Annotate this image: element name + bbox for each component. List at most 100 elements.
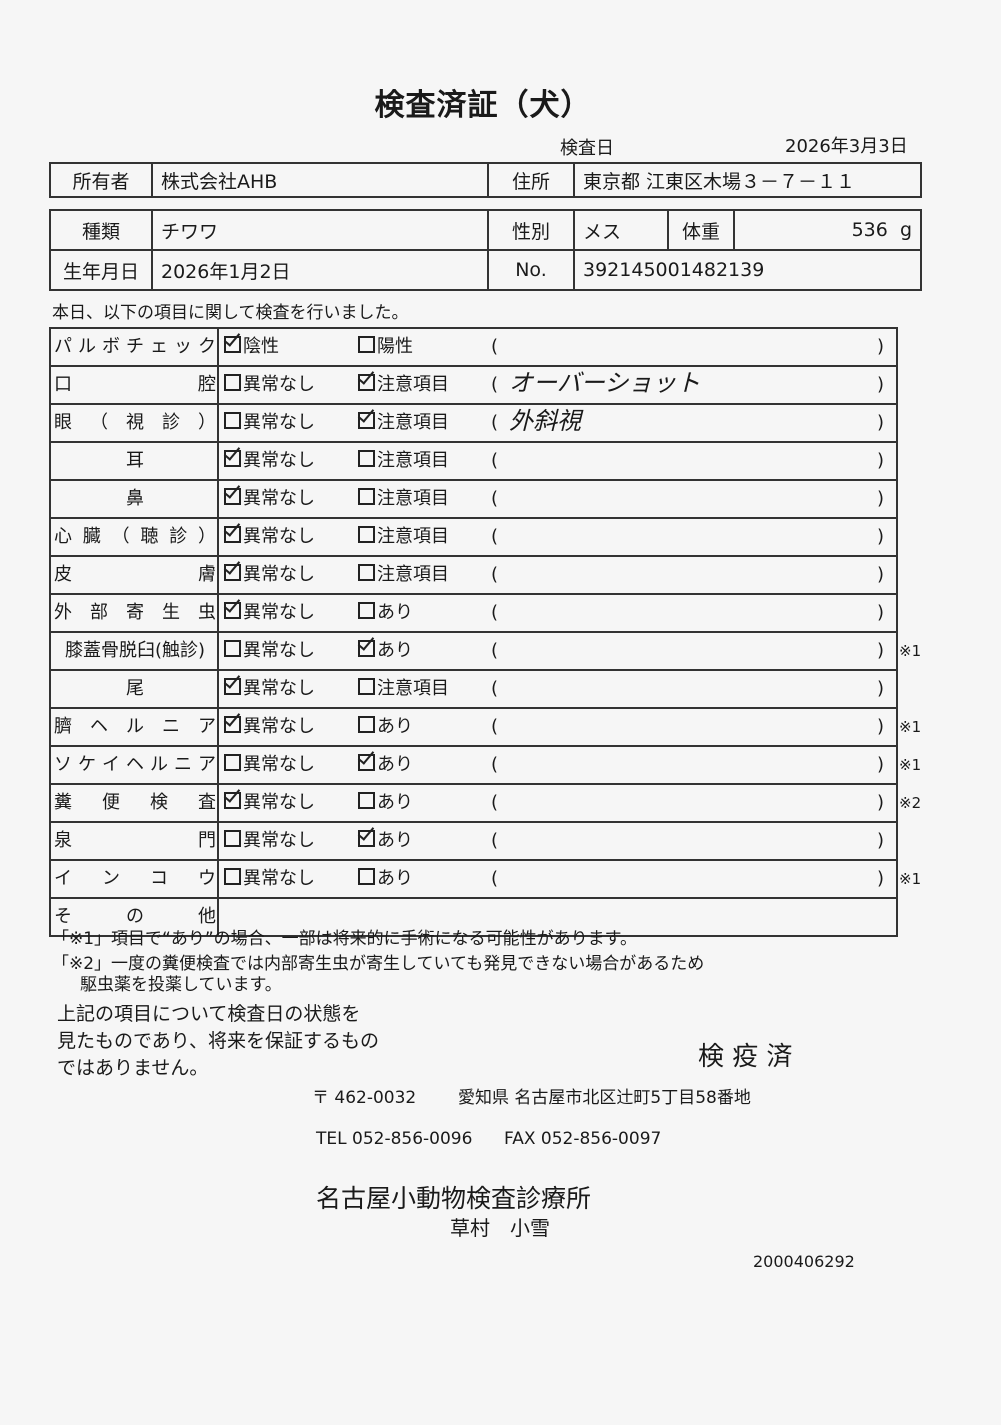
option-label: 異常なし bbox=[243, 678, 315, 699]
option-normal[interactable]: 異常なし bbox=[224, 709, 315, 745]
option-finding[interactable]: あり bbox=[358, 861, 413, 897]
option-finding[interactable]: 注意項目 bbox=[358, 671, 449, 707]
item-name-char: 皮 bbox=[54, 564, 72, 585]
option-normal[interactable]: 異常なし bbox=[224, 405, 315, 441]
checkbox-icon[interactable] bbox=[224, 830, 241, 847]
clinic-person: 草村 小雪 bbox=[450, 1216, 550, 1240]
clinic-address: 愛知県 名古屋市北区辻町5丁目58番地 bbox=[458, 1088, 751, 1108]
option-finding[interactable]: あり bbox=[358, 747, 413, 783]
checked-checkbox-icon[interactable] bbox=[358, 374, 375, 391]
intro-text: 本日、以下の項目に関して検査を行いました。 bbox=[52, 303, 409, 323]
option-label: 注意項目 bbox=[377, 564, 449, 585]
checkbox-icon[interactable] bbox=[358, 336, 375, 353]
item-name-char: ソ bbox=[54, 754, 72, 775]
option-finding[interactable]: 注意項目 bbox=[358, 443, 449, 479]
option-normal[interactable]: 異常なし bbox=[224, 861, 315, 897]
item-name-char: 泉 bbox=[54, 830, 72, 851]
checkbox-icon[interactable] bbox=[224, 754, 241, 771]
item-name-char: ニ bbox=[174, 754, 192, 775]
option-finding[interactable]: あり bbox=[358, 595, 413, 631]
checked-checkbox-icon[interactable] bbox=[224, 564, 241, 581]
item-name-char: ル bbox=[150, 754, 168, 775]
clinic-name: 名古屋小動物検査診療所 bbox=[316, 1184, 592, 1213]
exam-date: 2026年3月3日 bbox=[785, 136, 908, 157]
option-normal[interactable]: 異常なし bbox=[224, 519, 315, 555]
address-label: 住所 bbox=[487, 162, 575, 198]
option-finding[interactable]: 注意項目 bbox=[358, 519, 449, 555]
option-finding[interactable]: 注意項目 bbox=[358, 367, 449, 403]
checked-checkbox-icon[interactable] bbox=[224, 602, 241, 619]
checked-checkbox-icon[interactable] bbox=[224, 716, 241, 733]
close-paren: ) bbox=[877, 678, 885, 699]
item-name-char: ボ bbox=[102, 336, 120, 357]
checked-checkbox-icon[interactable] bbox=[358, 412, 375, 429]
checkbox-icon[interactable] bbox=[358, 716, 375, 733]
option-normal[interactable]: 異常なし bbox=[224, 747, 315, 783]
checkbox-icon[interactable] bbox=[224, 374, 241, 391]
checked-checkbox-icon[interactable] bbox=[358, 640, 375, 657]
option-finding[interactable]: 注意項目 bbox=[358, 557, 449, 593]
exam-date-label: 検査日 bbox=[560, 138, 614, 159]
table-row: 皮膚異常なし 注意項目() bbox=[51, 557, 896, 595]
option-label: あり bbox=[377, 602, 413, 623]
close-paren: ) bbox=[877, 792, 885, 813]
animal-table: 種類 チワワ 性別 メス 体重 536 g 生年月日 2026年1月2日 No.… bbox=[49, 209, 922, 291]
checkbox-icon[interactable] bbox=[224, 868, 241, 885]
table-row: 鼻 異常なし 注意項目 () bbox=[51, 481, 896, 519]
option-normal[interactable]: 異常なし bbox=[224, 557, 315, 593]
checkbox-icon[interactable] bbox=[358, 564, 375, 581]
checked-checkbox-icon[interactable] bbox=[358, 830, 375, 847]
option-normal[interactable]: 異常なし bbox=[224, 785, 315, 821]
option-normal[interactable]: 異常なし bbox=[224, 633, 315, 669]
item-name-char: ） bbox=[198, 412, 216, 433]
checked-checkbox-icon[interactable] bbox=[224, 526, 241, 543]
option-finding[interactable]: 注意項目 bbox=[358, 481, 449, 517]
checked-checkbox-icon[interactable] bbox=[224, 488, 241, 505]
checkbox-icon[interactable] bbox=[358, 488, 375, 505]
checked-checkbox-icon[interactable] bbox=[224, 678, 241, 695]
checkbox-icon[interactable] bbox=[224, 412, 241, 429]
open-paren: ( bbox=[491, 602, 499, 623]
checkbox-icon[interactable] bbox=[358, 450, 375, 467]
column-divider bbox=[217, 899, 219, 935]
option-finding[interactable]: あり bbox=[358, 709, 413, 745]
option-normal[interactable]: 異常なし bbox=[224, 481, 315, 517]
item-name-char: そ bbox=[54, 906, 72, 927]
option-finding[interactable]: 陽性 bbox=[358, 329, 413, 365]
footnote-2-cont: 駆虫薬を投薬しています。 bbox=[80, 975, 282, 995]
option-label: 異常なし bbox=[243, 754, 315, 775]
item-name-char: 糞 bbox=[54, 792, 72, 813]
open-paren: ( bbox=[491, 374, 499, 395]
item-name-char: 便 bbox=[102, 792, 120, 813]
checkbox-icon[interactable] bbox=[358, 526, 375, 543]
checked-checkbox-icon[interactable] bbox=[224, 792, 241, 809]
checkbox-icon[interactable] bbox=[358, 792, 375, 809]
checked-checkbox-icon[interactable] bbox=[224, 450, 241, 467]
option-normal[interactable]: 陰性 bbox=[224, 329, 279, 365]
close-paren: ) bbox=[877, 488, 885, 509]
table-row: 外部寄生虫 異常なし あり () bbox=[51, 595, 896, 633]
checked-checkbox-icon[interactable] bbox=[224, 336, 241, 353]
item-name-char: イ bbox=[102, 754, 120, 775]
checkbox-icon[interactable] bbox=[358, 868, 375, 885]
checkbox-icon[interactable] bbox=[224, 640, 241, 657]
table-row: 耳 異常なし 注意項目 () bbox=[51, 443, 896, 481]
checked-checkbox-icon[interactable] bbox=[358, 754, 375, 771]
option-finding[interactable]: 注意項目 bbox=[358, 405, 449, 441]
option-normal[interactable]: 異常なし bbox=[224, 367, 315, 403]
option-normal[interactable]: 異常なし bbox=[224, 823, 315, 859]
close-paren: ) bbox=[877, 754, 885, 775]
option-finding[interactable]: あり bbox=[358, 785, 413, 821]
checkbox-icon[interactable] bbox=[358, 678, 375, 695]
option-normal[interactable]: 異常なし bbox=[224, 595, 315, 631]
option-finding[interactable]: あり bbox=[358, 823, 413, 859]
item-name-char: 査 bbox=[198, 792, 216, 813]
item-name-char: パ bbox=[54, 336, 72, 357]
checkbox-icon[interactable] bbox=[358, 602, 375, 619]
option-normal[interactable]: 異常なし bbox=[224, 671, 315, 707]
option-normal[interactable]: 異常なし bbox=[224, 443, 315, 479]
item-name-char: ン bbox=[102, 868, 120, 889]
table-row: ソケイヘルニア 異常なし あり () ※1 bbox=[51, 747, 921, 785]
option-label: あり bbox=[377, 716, 413, 737]
option-finding[interactable]: あり bbox=[358, 633, 413, 669]
